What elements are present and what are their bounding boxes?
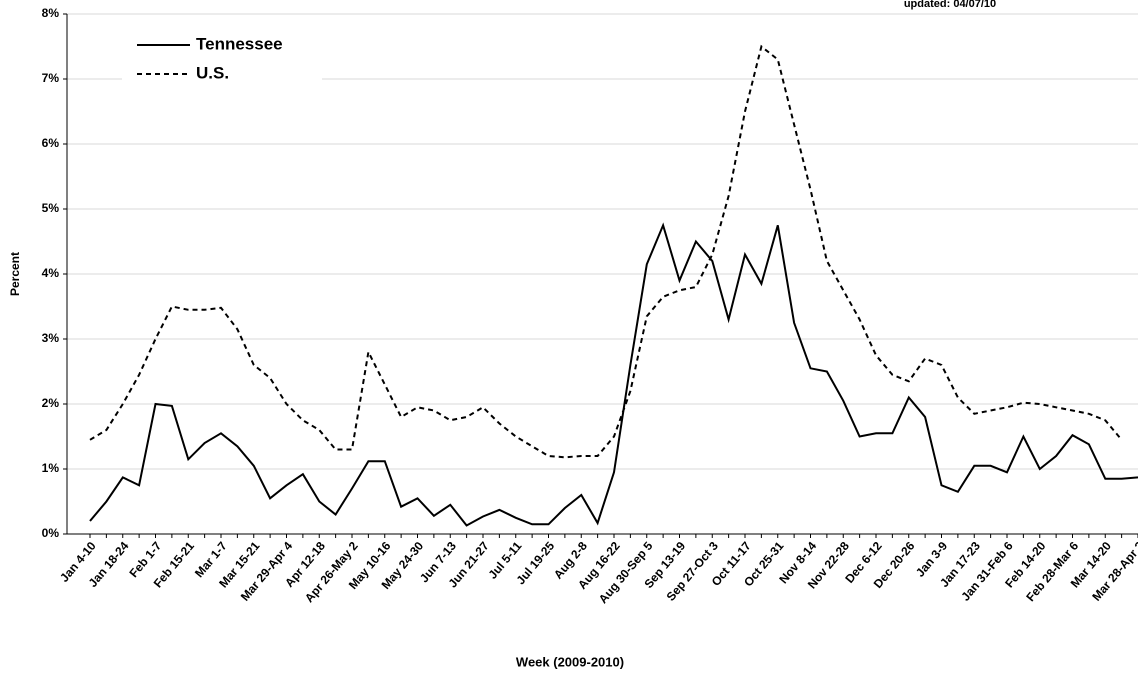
- y-tick-label: 8%: [42, 6, 60, 20]
- series-line: [89, 222, 1138, 527]
- y-tick-label: 3%: [42, 331, 60, 345]
- x-axis-title: Week (2009-2010): [516, 654, 624, 669]
- y-tick-label: 2%: [42, 396, 60, 410]
- y-axis-title: Percent: [8, 252, 22, 296]
- y-tick-label: 1%: [42, 461, 60, 475]
- legend-label: U.S.: [196, 63, 229, 82]
- series-line: [89, 44, 1123, 459]
- y-tick-label: 7%: [42, 71, 60, 85]
- annotation: updated: 04/07/10: [904, 0, 996, 10]
- legend-box: [122, 30, 322, 86]
- legend: Tennessee U.S.: [122, 30, 322, 86]
- y-tick-label: 5%: [42, 201, 60, 215]
- legend-label: Tennessee: [196, 34, 283, 53]
- y-tick-label: 6%: [42, 136, 60, 150]
- y-tick-label: 4%: [42, 266, 60, 280]
- y-tick-label: 0%: [42, 526, 60, 540]
